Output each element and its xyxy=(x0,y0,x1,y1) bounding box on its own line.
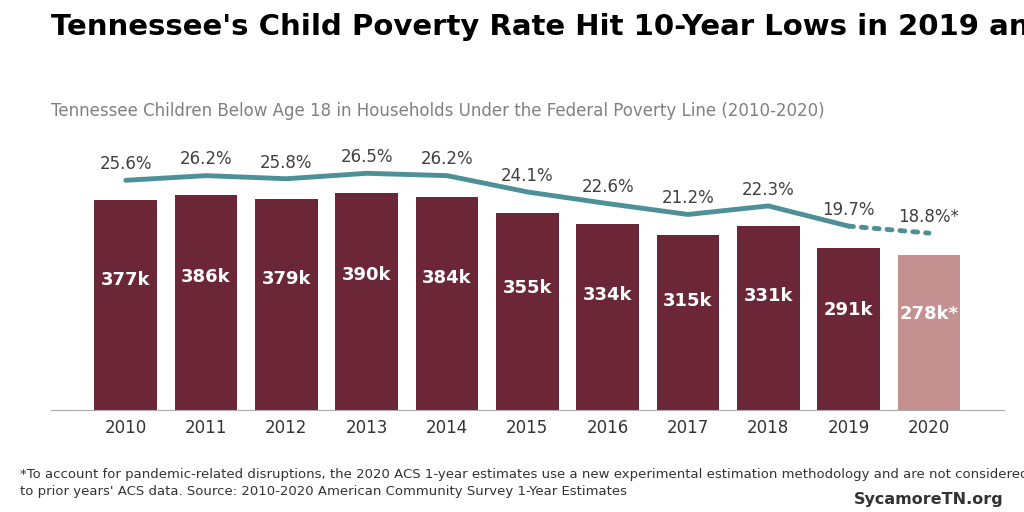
Text: 379k: 379k xyxy=(262,270,311,288)
Bar xyxy=(336,193,398,410)
Text: 21.2%: 21.2% xyxy=(662,189,715,207)
Text: 26.2%: 26.2% xyxy=(421,151,473,168)
Bar xyxy=(898,255,961,410)
Text: Tennessee Children Below Age 18 in Households Under the Federal Poverty Line (20: Tennessee Children Below Age 18 in House… xyxy=(51,102,824,120)
Text: 25.8%: 25.8% xyxy=(260,154,312,172)
Text: 386k: 386k xyxy=(181,268,231,286)
Bar xyxy=(817,248,880,410)
Bar xyxy=(577,224,639,410)
Text: 291k: 291k xyxy=(824,301,873,318)
Text: 19.7%: 19.7% xyxy=(822,201,874,219)
Text: 315k: 315k xyxy=(664,292,713,310)
Text: 390k: 390k xyxy=(342,266,391,285)
Bar xyxy=(175,196,238,410)
Text: 355k: 355k xyxy=(503,279,552,296)
Text: 26.2%: 26.2% xyxy=(180,151,232,168)
Text: 22.3%: 22.3% xyxy=(742,181,795,199)
Text: 278k*: 278k* xyxy=(899,305,958,323)
Text: 331k: 331k xyxy=(743,287,793,305)
Text: 26.5%: 26.5% xyxy=(341,148,393,166)
Text: 24.1%: 24.1% xyxy=(501,167,554,185)
Text: 334k: 334k xyxy=(583,286,633,304)
Bar xyxy=(416,197,478,410)
Text: 384k: 384k xyxy=(422,269,472,287)
Bar xyxy=(94,201,157,410)
Text: 22.6%: 22.6% xyxy=(582,178,634,197)
Text: SycamoreTN.org: SycamoreTN.org xyxy=(854,492,1004,507)
Text: 25.6%: 25.6% xyxy=(99,155,152,173)
Text: 18.8%*: 18.8%* xyxy=(898,208,959,226)
Bar xyxy=(496,212,559,410)
Bar xyxy=(737,226,800,410)
Text: 377k: 377k xyxy=(101,271,151,289)
Bar xyxy=(656,235,719,410)
Bar xyxy=(255,199,317,410)
Text: *To account for pandemic-related disruptions, the 2020 ACS 1-year estimates use : *To account for pandemic-related disrupt… xyxy=(20,468,1024,499)
Text: Tennessee's Child Poverty Rate Hit 10-Year Lows in 2019 and 2020: Tennessee's Child Poverty Rate Hit 10-Ye… xyxy=(51,13,1024,41)
